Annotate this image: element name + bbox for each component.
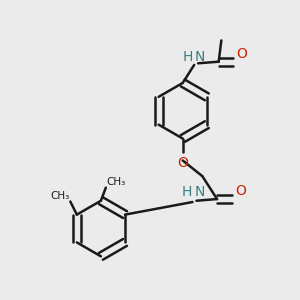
Text: N: N [195, 50, 205, 64]
Text: O: O [177, 156, 188, 170]
Text: CH₃: CH₃ [107, 177, 126, 187]
Text: CH₃: CH₃ [50, 190, 69, 200]
Text: H: H [182, 50, 193, 64]
Text: H: H [181, 185, 191, 199]
Text: N: N [194, 185, 205, 199]
Text: O: O [237, 47, 248, 61]
Text: O: O [236, 184, 246, 198]
